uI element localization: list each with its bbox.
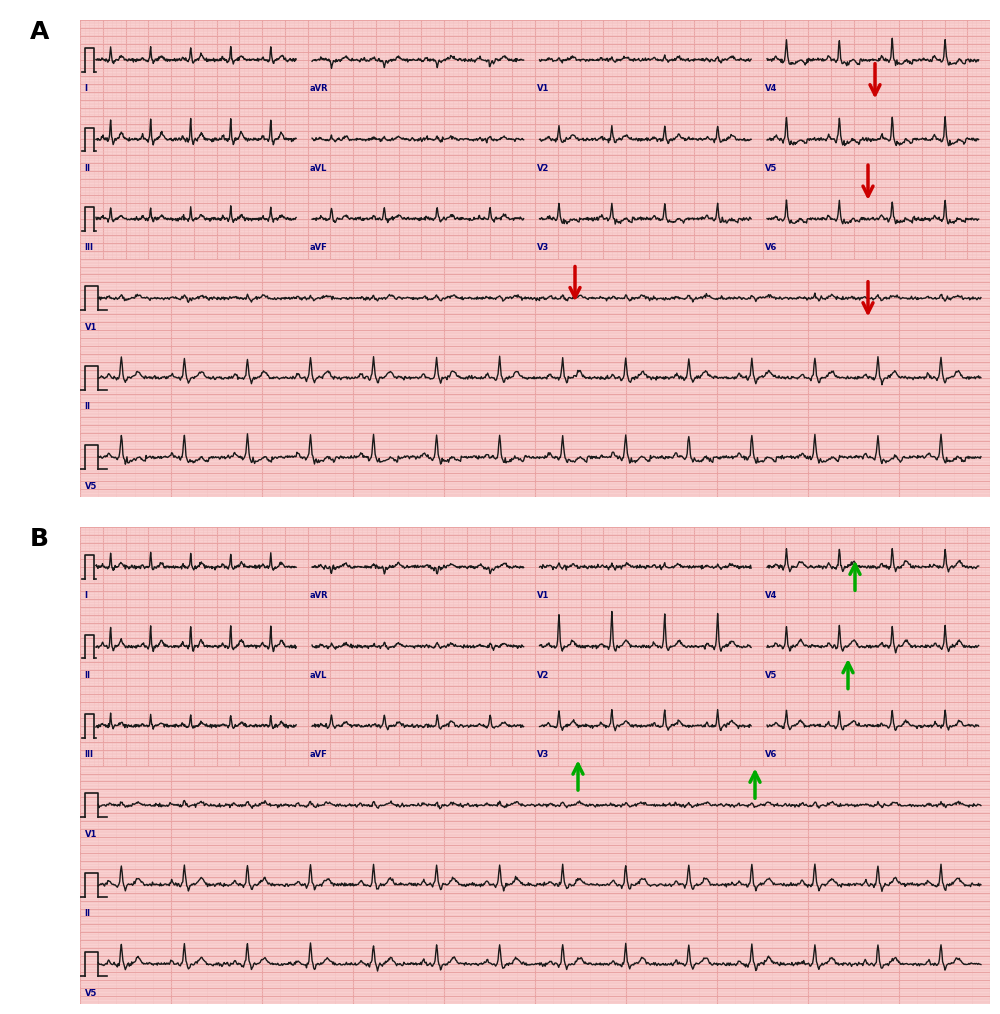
Text: V5: V5 <box>765 671 777 679</box>
Text: V6: V6 <box>765 243 777 252</box>
Text: V1: V1 <box>537 84 550 93</box>
Text: V3: V3 <box>537 243 550 252</box>
Text: aVF: aVF <box>310 750 328 759</box>
Text: V1: V1 <box>85 829 97 839</box>
Text: II: II <box>85 403 91 411</box>
Text: I: I <box>85 591 88 600</box>
Text: V5: V5 <box>85 989 97 998</box>
Text: II: II <box>85 164 91 172</box>
Text: V5: V5 <box>85 482 97 491</box>
Text: V2: V2 <box>537 164 550 172</box>
Text: II: II <box>85 910 91 918</box>
Text: V1: V1 <box>537 591 550 600</box>
Text: V3: V3 <box>537 750 550 759</box>
Text: I: I <box>85 84 88 93</box>
Text: V1: V1 <box>85 322 97 332</box>
Text: V2: V2 <box>537 671 550 679</box>
Text: aVR: aVR <box>310 84 328 93</box>
Text: V6: V6 <box>765 750 777 759</box>
Text: III: III <box>85 750 94 759</box>
Text: aVR: aVR <box>310 591 328 600</box>
Text: V4: V4 <box>765 84 777 93</box>
Text: III: III <box>85 243 94 252</box>
Text: aVF: aVF <box>310 243 328 252</box>
Text: V5: V5 <box>765 164 777 172</box>
Text: B: B <box>30 527 49 552</box>
Text: aVL: aVL <box>310 164 327 172</box>
Text: II: II <box>85 671 91 679</box>
Text: V4: V4 <box>765 591 777 600</box>
Text: A: A <box>30 20 49 45</box>
Text: aVL: aVL <box>310 671 327 679</box>
